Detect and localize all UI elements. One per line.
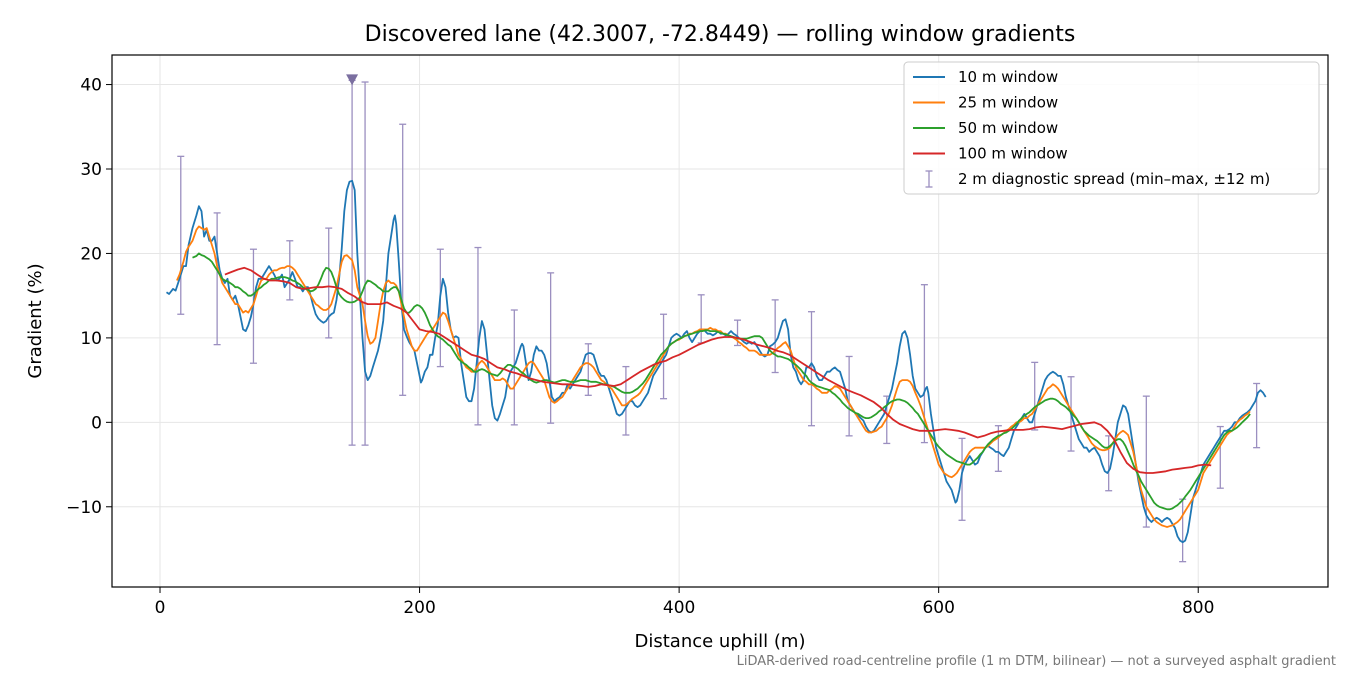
axis-ticks: 0 200 400 600 800 −10 0 10 20 30 40 bbox=[66, 76, 1214, 618]
diagnostic-bar-13 bbox=[622, 365, 630, 436]
diagnostic-bar-30 bbox=[1253, 382, 1261, 449]
footnote: LiDAR-derived road-centreline profile (1… bbox=[737, 654, 1336, 669]
y-tick-label--10: −10 bbox=[66, 498, 102, 518]
diagnostic-bar-9 bbox=[474, 246, 482, 426]
x-axis-label: Distance uphill (m) bbox=[635, 631, 806, 652]
legend-label-diagnostic: 2 m diagnostic spread (min–max, ±12 m) bbox=[958, 170, 1270, 188]
diagnostic-bar-0 bbox=[177, 155, 185, 315]
y-axis-label: Gradient (%) bbox=[25, 263, 46, 378]
legend-label-0: 10 m window bbox=[958, 68, 1058, 86]
legend-label-1: 25 m window bbox=[958, 94, 1058, 112]
diagnostic-bar-28 bbox=[1179, 498, 1187, 563]
y-tick-label-30: 30 bbox=[80, 160, 102, 180]
diagnostic-bar-24 bbox=[1031, 361, 1039, 431]
diagnostic-bar-3 bbox=[286, 240, 294, 301]
y-tick-label-20: 20 bbox=[80, 244, 102, 264]
x-tick-label-0: 0 bbox=[155, 598, 166, 618]
x-tick-label-200: 200 bbox=[403, 598, 435, 618]
chart-title: Discovered lane (42.3007, -72.8449) — ro… bbox=[365, 22, 1076, 47]
series-line-1 bbox=[176, 225, 1251, 528]
legend-label-3: 100 m window bbox=[958, 145, 1068, 163]
legend-frame bbox=[903, 61, 1320, 195]
diagnostic-bar-17 bbox=[771, 299, 779, 374]
legend-items: 10 m window 25 m window 50 m window 100 m w… bbox=[913, 68, 1270, 188]
x-tick-label-800: 800 bbox=[1182, 598, 1214, 618]
diagnostic-bar-22 bbox=[958, 437, 966, 521]
series-line-3 bbox=[224, 266, 1212, 474]
y-tick-label-10: 10 bbox=[80, 329, 102, 349]
diagnostic-bar-8 bbox=[436, 248, 444, 368]
series-line-2 bbox=[192, 252, 1251, 511]
y-tick-label-40: 40 bbox=[80, 76, 102, 96]
clipped-marker-triangle bbox=[346, 74, 359, 86]
plot-frame bbox=[111, 54, 1329, 588]
diagnostic-bar-1 bbox=[213, 212, 221, 346]
y-tick-label-0: 0 bbox=[91, 413, 102, 433]
diagnostic-bar-4 bbox=[325, 227, 333, 339]
series-line-0 bbox=[166, 179, 1267, 544]
series-lines bbox=[166, 179, 1267, 544]
diagnostic-bar-15 bbox=[697, 294, 705, 344]
diagnostic-bar-23 bbox=[994, 425, 1002, 472]
diagnostic-bar-6 bbox=[361, 81, 369, 446]
x-tick-label-600: 600 bbox=[922, 598, 954, 618]
diagnostic-bar-19 bbox=[845, 355, 853, 437]
diagnostic-bar-7 bbox=[399, 123, 407, 396]
legend-label-2: 50 m window bbox=[958, 119, 1058, 137]
legend: 10 m window 25 m window 50 m window 100 m w… bbox=[903, 61, 1320, 195]
x-tick-label-400: 400 bbox=[663, 598, 695, 618]
